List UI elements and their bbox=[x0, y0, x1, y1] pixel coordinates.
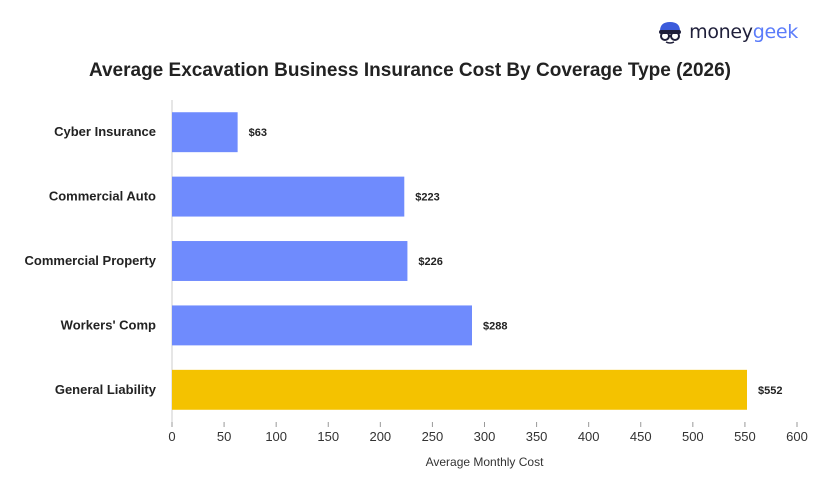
moneygeek-logo: moneygeek bbox=[657, 20, 798, 44]
x-tick-label: 150 bbox=[317, 429, 339, 444]
x-tick-label: 550 bbox=[734, 429, 756, 444]
x-tick-label: 400 bbox=[578, 429, 600, 444]
x-tick-label: 300 bbox=[474, 429, 496, 444]
x-tick-label: 350 bbox=[526, 429, 548, 444]
value-label: $552 bbox=[758, 385, 782, 397]
logo-wordmark-money: money bbox=[689, 21, 753, 43]
x-tick-label: 200 bbox=[369, 429, 391, 444]
bar-general-liability bbox=[172, 369, 747, 410]
logo-wordmark-geek: geek bbox=[752, 21, 799, 43]
x-tick-label: 600 bbox=[786, 429, 808, 444]
geek-mascot-icon bbox=[659, 22, 682, 44]
category-label: Workers' Comp bbox=[61, 317, 156, 332]
category-label: Commercial Property bbox=[25, 253, 157, 268]
logo-wordmark: moneygeek bbox=[689, 21, 798, 43]
bars-group: Cyber Insurance $63 Commercial Auto $223 Com… bbox=[25, 112, 782, 410]
x-tick-label: 50 bbox=[217, 429, 231, 444]
x-tick-label: 450 bbox=[630, 429, 652, 444]
bar-commercial-property bbox=[172, 241, 408, 281]
bar-workers-comp bbox=[172, 305, 472, 346]
x-tick-label: 100 bbox=[265, 429, 287, 444]
x-tick-label: 250 bbox=[422, 429, 444, 444]
value-label: $288 bbox=[483, 320, 507, 332]
x-axis-title: Average Monthly Cost bbox=[426, 455, 545, 469]
category-label: Cyber Insurance bbox=[54, 124, 156, 139]
value-label: $63 bbox=[249, 127, 267, 139]
chart-title: Average Excavation Business Insurance Co… bbox=[88, 60, 732, 81]
x-tick-label: 0 bbox=[168, 429, 175, 444]
category-label: Commercial Auto bbox=[49, 189, 156, 204]
category-label: General Liability bbox=[55, 382, 157, 397]
value-label: $223 bbox=[415, 192, 439, 204]
bar-cyber-insurance bbox=[172, 112, 238, 153]
x-tick-label: 500 bbox=[682, 429, 704, 444]
bar-commercial-auto bbox=[172, 176, 405, 217]
x-axis-ticks: 0 50 100 150 200 250 300 350 400 450 500 550 600 bbox=[168, 422, 808, 444]
value-label: $226 bbox=[418, 256, 442, 268]
